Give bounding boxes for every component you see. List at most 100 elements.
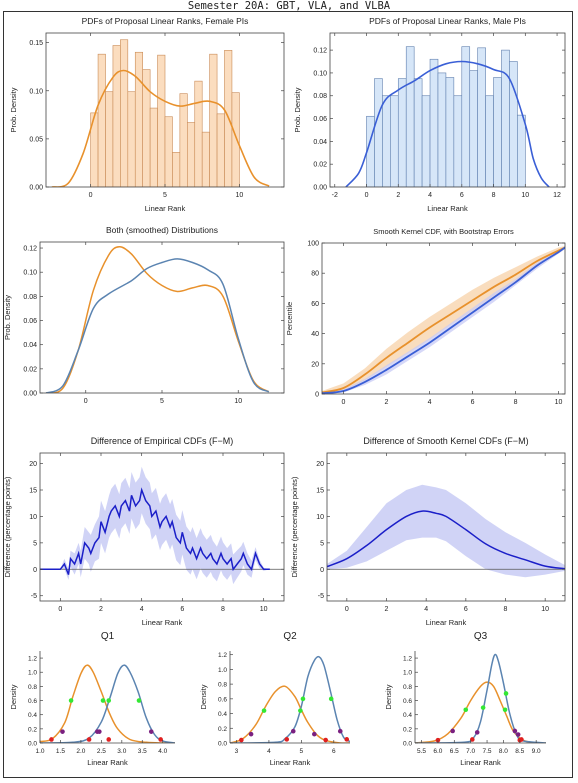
purple-marker (515, 732, 521, 737)
x-tick-label: 8 (221, 606, 225, 613)
x-tick-label: 10 (235, 192, 243, 199)
y-axis-label: Difference (percentage points) (290, 476, 299, 577)
green-marker (463, 707, 469, 713)
y-axis-label: Prob. Density (293, 87, 302, 132)
chart-title: Both (smoothed) Distributions (106, 225, 218, 235)
histogram-bar (405, 46, 415, 187)
histogram-bar (517, 114, 526, 187)
y-tick-label: 0.8 (28, 684, 37, 691)
figure-frame (3, 11, 573, 778)
chart-panel-4: Smooth Kernel CDF, with Bootstrap Errors… (285, 227, 566, 406)
y-tick-label: 100 (307, 241, 319, 248)
x-tick-label: 8 (504, 606, 508, 613)
chart-panel-7: Q1 1.0 1.5 2.0 2.5 3.0 3.5 4.0 0.0 0.2 0.4 0.6 0.8 1.… (9, 631, 175, 767)
x-tick-label: 6 (332, 748, 336, 755)
x-tick-label: 9.0 (532, 748, 541, 755)
chart-panel-1: PDFs of Proposal Linear Ranks, Female PI… (9, 16, 285, 213)
y-tick-label: 0.06 (23, 318, 37, 325)
x-tick-label: 2.0 (76, 748, 85, 755)
y-tick-label: 10 (316, 514, 324, 521)
x-tick-label: -2 (332, 192, 338, 199)
x-tick-label: 2.5 (97, 748, 106, 755)
x-tick-label: 10 (260, 606, 268, 613)
red-marker (158, 737, 163, 742)
difference-line (40, 487, 270, 575)
histogram-bar (201, 131, 210, 187)
y-axis-label: Prob. Density (3, 295, 12, 340)
histogram-bar (120, 39, 129, 187)
y-tick-label: 1.0 (28, 670, 37, 677)
plot-area (327, 484, 565, 578)
y-tick-label: 0.8 (218, 682, 227, 689)
plot-area (40, 664, 175, 743)
y-tick-label: 1.0 (218, 667, 227, 674)
plot-area (45, 246, 270, 393)
plot-area (415, 653, 546, 743)
x-tick-label: 0 (89, 192, 93, 199)
green-marker (328, 696, 334, 702)
chart-panel-2: PDFs of Proposal Linear Ranks, Male PIs -… (293, 16, 566, 213)
error-band (327, 484, 565, 578)
x-tick-label: 2 (99, 606, 103, 613)
plot-area (322, 246, 565, 394)
histogram-bar (437, 72, 447, 187)
x-tick-label: 6 (464, 606, 468, 613)
chart-panel-6: Difference of Smooth Kernel CDFs (F−M) 0 2… (290, 436, 566, 627)
x-tick-label: 0 (345, 606, 349, 613)
y-tick-label: 1.2 (403, 656, 412, 663)
y-tick-label: 0.08 (23, 294, 37, 301)
y-axis-label: Density (9, 684, 18, 709)
y-tick-label: 0.8 (403, 684, 412, 691)
x-tick-label: 5.5 (417, 748, 426, 755)
y-tick-label: 0.6 (218, 696, 227, 703)
plot-frame (321, 242, 566, 395)
y-tick-label: 0.10 (29, 88, 43, 95)
y-tick-label: 0.6 (28, 698, 37, 705)
y-tick-label: 0.05 (29, 136, 43, 143)
green-marker (502, 707, 508, 713)
green-marker (261, 708, 267, 713)
y-tick-label: 0.12 (313, 48, 327, 55)
y-tick-label: 0.2 (218, 726, 227, 733)
plot-area (345, 46, 550, 187)
y-tick-label: 0 (315, 392, 319, 399)
series-line (415, 653, 546, 743)
series-line (45, 246, 270, 393)
x-tick-label: 8 (492, 192, 496, 199)
histogram-bar (179, 93, 188, 187)
red-marker (344, 737, 350, 742)
x-axis-label: Linear Rank (460, 758, 501, 767)
red-marker (106, 737, 112, 742)
histogram-bar (231, 92, 240, 187)
histogram-bar (477, 47, 486, 187)
purple-marker (312, 731, 317, 737)
y-tick-label: 0 (33, 567, 37, 574)
series-line (415, 681, 546, 743)
x-tick-label: 1.5 (56, 748, 65, 755)
x-axis-label: Linear Rank (145, 204, 186, 213)
histogram-bar (413, 78, 423, 187)
purple-marker (450, 728, 455, 734)
y-tick-label: 60 (311, 301, 319, 308)
y-tick-label: 0.4 (403, 712, 412, 719)
red-marker (49, 737, 54, 742)
histogram-bar (209, 53, 218, 187)
histogram-bar (216, 113, 225, 187)
x-tick-label: 6 (460, 192, 464, 199)
y-axis-label: Percentile (285, 302, 294, 335)
purple-marker (94, 729, 100, 734)
plot-frame (326, 452, 566, 602)
chart-panel-3: Both (smoothed) Distributions 0 5 10 0.00 0.0… (3, 225, 285, 405)
y-axis-label: Density (384, 684, 393, 709)
x-axis-label: Linear Rank (426, 618, 467, 627)
green-marker (136, 698, 142, 703)
histogram-bar (445, 77, 455, 187)
purple-marker (337, 728, 343, 734)
x-tick-label: 10 (541, 606, 549, 613)
red-marker (519, 737, 524, 742)
x-tick-label: 0 (84, 398, 88, 405)
histogram-bar (493, 77, 502, 187)
y-tick-label: 0.6 (403, 698, 412, 705)
y-tick-label: 0.02 (23, 366, 37, 373)
y-tick-label: 5 (320, 540, 324, 547)
